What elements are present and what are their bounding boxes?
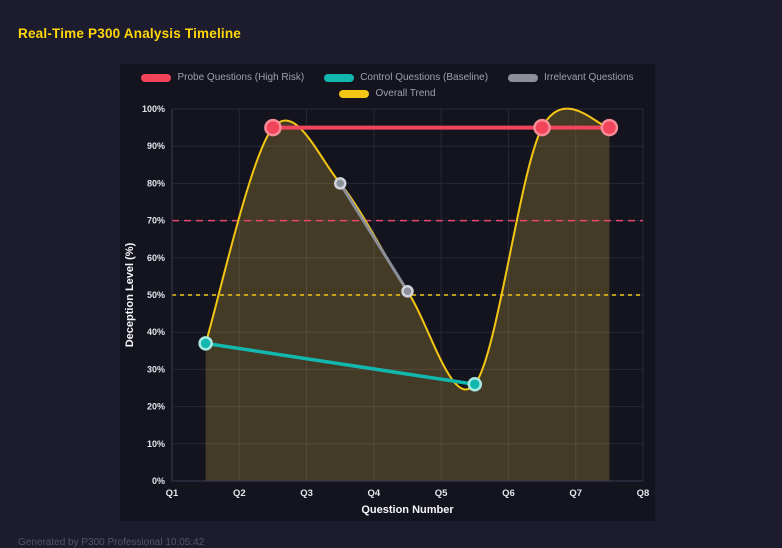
legend-swatch xyxy=(324,73,355,82)
legend-swatch xyxy=(339,89,370,98)
series-line-2 xyxy=(338,181,409,293)
y-tick-label: 80% xyxy=(147,178,165,188)
y-tick-label: 90% xyxy=(147,141,165,151)
legend-swatch xyxy=(508,73,539,82)
y-tick-label: 50% xyxy=(147,290,165,300)
chart-panel: Probe Questions (High Risk) Control Quest… xyxy=(120,64,655,521)
x-tick-label: Q1 xyxy=(166,488,179,499)
x-tick-label: Q5 xyxy=(435,488,448,499)
legend-item-2[interactable]: Irrelevant Questions xyxy=(508,72,634,83)
y-tick-label: 20% xyxy=(147,402,165,412)
y-tick-label: 10% xyxy=(147,439,165,449)
data-point xyxy=(533,118,551,137)
data-point xyxy=(600,118,619,137)
legend-item-0[interactable]: Probe Questions (High Risk) xyxy=(141,72,304,83)
series-line-1 xyxy=(203,341,477,387)
data-point xyxy=(401,285,414,298)
data-point xyxy=(467,377,483,392)
x-tick-label: Q2 xyxy=(233,488,246,499)
y-axis-title: Deception Level (%) xyxy=(124,242,136,347)
footer-note: Generated by P300 Professional 10:05:42 xyxy=(18,537,205,548)
x-tick-label: Q8 xyxy=(637,488,650,499)
legend-item-1[interactable]: Control Questions (Baseline) xyxy=(324,72,488,83)
data-point xyxy=(333,177,347,190)
legend-label: Control Questions (Baseline) xyxy=(360,72,489,83)
legend-label: Overall Trend xyxy=(375,88,436,99)
legend-label: Irrelevant Questions xyxy=(544,72,634,83)
y-tick-label: 100% xyxy=(142,104,165,114)
x-tick-label: Q7 xyxy=(569,488,582,499)
x-tick-label: Q3 xyxy=(300,488,313,499)
data-point xyxy=(198,336,213,351)
y-tick-label: 60% xyxy=(147,253,165,263)
chart-legend: Probe Questions (High Risk) Control Quest… xyxy=(120,64,655,99)
y-tick-label: 30% xyxy=(147,364,165,374)
legend-item-3[interactable]: Overall Trend xyxy=(339,88,436,99)
x-axis-title: Question Number xyxy=(361,504,454,516)
x-tick-label: Q6 xyxy=(502,488,515,499)
y-tick-label: 70% xyxy=(147,216,165,226)
y-tick-label: 40% xyxy=(147,327,165,337)
legend-label: Probe Questions (High Risk) xyxy=(177,72,305,83)
data-point xyxy=(264,118,282,137)
y-tick-label: 0% xyxy=(152,476,165,486)
x-tick-label: Q4 xyxy=(368,488,381,499)
timeline-chart: 0% 10% 20% 30% 40% 50% 60% 70% 80% 90% 100% Q1 Q2 Q3 Q… xyxy=(124,104,650,516)
page-title: Real-Time P300 Analysis Timeline xyxy=(18,26,242,41)
legend-swatch xyxy=(141,73,172,82)
